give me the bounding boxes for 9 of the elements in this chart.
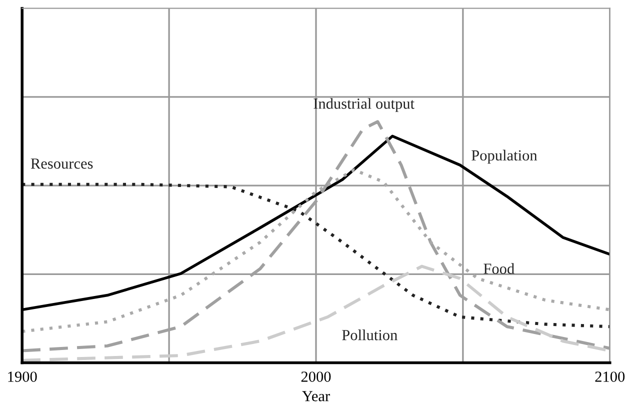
x-tick-label: 1900 [8, 372, 37, 382]
series-label: Food [484, 263, 514, 274]
series-label: Resources [30, 158, 93, 169]
series-label: Industrial output [314, 98, 414, 112]
x-axis-title: Year [302, 391, 330, 402]
x-tick-label: 2000 [301, 372, 331, 382]
series-label: Population [472, 150, 538, 164]
series-label: Pollution [342, 329, 398, 340]
x-tick-label: 2100 [595, 372, 625, 382]
